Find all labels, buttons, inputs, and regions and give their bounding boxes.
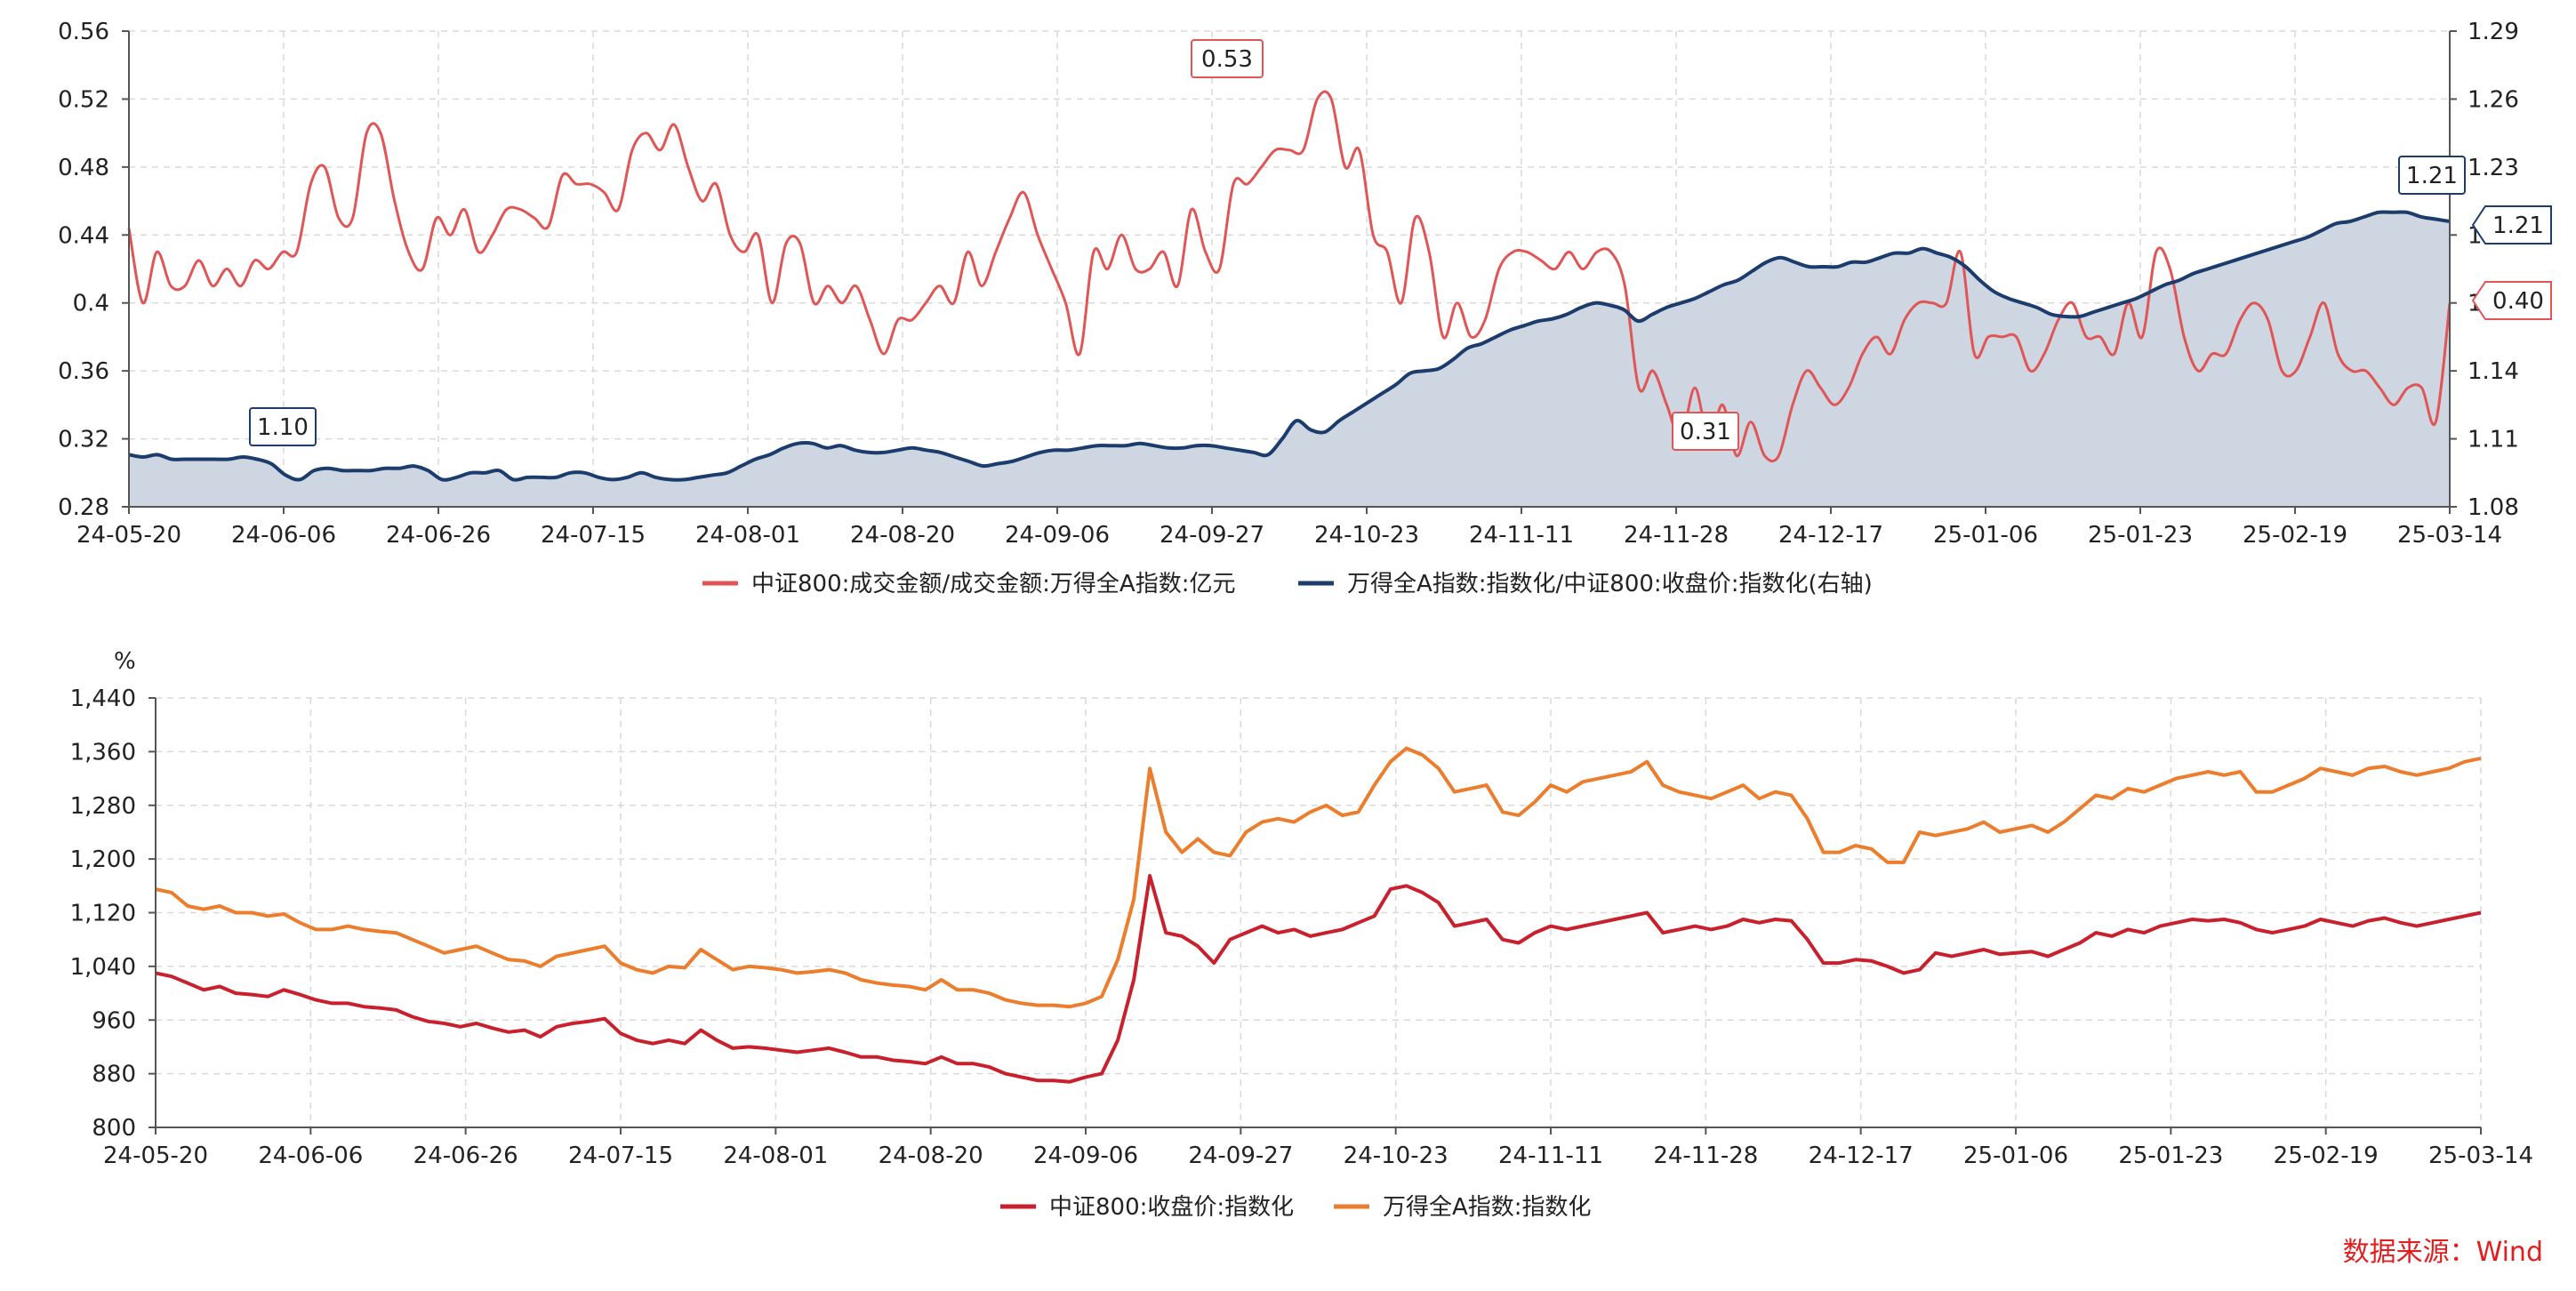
y-right-tick-label: 1.29 (2468, 19, 2519, 45)
legend-label: 万得全A指数:指数化/中证800:收盘价:指数化(右轴) (1347, 571, 1873, 597)
legend-label: 中证800:收盘价:指数化 (1049, 1194, 1294, 1221)
y-tick-label: 800 (92, 1115, 136, 1142)
legend-label: 中证800:成交金额/成交金额:万得全A指数:亿元 (751, 571, 1235, 597)
x-tick-label: 24-11-28 (1653, 1143, 1758, 1169)
x-tick-label: 24-10-23 (1314, 522, 1419, 549)
y-left-tick-label: 0.28 (58, 494, 109, 521)
y-left-tick-label: 0.52 (58, 86, 109, 113)
x-tick-label: 25-03-14 (2428, 1143, 2533, 1169)
x-tick-label: 25-01-23 (2088, 522, 2193, 549)
y-tick-label: 1,120 (70, 901, 136, 927)
y-tick-label: 1,280 (70, 793, 136, 820)
callout-box (1672, 412, 1739, 451)
bottom-chart: % 1,440 1,360 1,280 1,200 1,120 1,040 960 880 800… (70, 648, 2533, 1221)
y-left-tick-label: 0.44 (58, 222, 109, 249)
x-tick-label: 24-11-11 (1498, 1143, 1603, 1169)
x-tick-label: 25-03-14 (2397, 522, 2502, 549)
callout-box (2398, 156, 2466, 195)
series-line-0 (155, 874, 2482, 1084)
y-tick-label: 1,360 (70, 739, 136, 766)
callout-label: 1.21 (2406, 163, 2458, 189)
callout-label: 0.53 (1201, 46, 1253, 73)
y-tick-label: 960 (92, 1007, 136, 1034)
callout-label: 0.40 (2492, 288, 2544, 315)
y-left-tick-label: 0.48 (58, 155, 109, 181)
x-tick-label: 24-05-20 (103, 1143, 208, 1169)
x-tick-label: 25-02-19 (2274, 1143, 2379, 1169)
y-right-tick-label: 1.11 (2468, 427, 2519, 453)
y-tick-label: 1,440 (70, 686, 136, 712)
y-left-tick-label: 0.36 (58, 358, 109, 385)
y-tick-label: 880 (92, 1062, 136, 1088)
y-right-tick-label: 1.14 (2468, 358, 2519, 385)
y-unit-label: % (114, 648, 136, 675)
y-tick-label: 1,040 (70, 954, 136, 981)
x-tick-label: 24-06-26 (386, 522, 491, 549)
x-tick-label: 24-12-17 (1778, 522, 1883, 549)
series-right-area (129, 212, 2450, 507)
x-tick-label: 24-06-26 (413, 1143, 518, 1169)
x-tick-label: 24-09-27 (1160, 522, 1264, 549)
y-left-tick-label: 0.4 (73, 291, 109, 317)
x-tick-label: 24-08-20 (850, 522, 955, 549)
x-tick-label: 25-01-06 (1963, 1143, 2068, 1169)
x-tick-label: 24-07-15 (541, 522, 646, 549)
legend-label: 万得全A指数:指数化 (1383, 1194, 1592, 1221)
x-tick-label: 24-09-06 (1005, 522, 1110, 549)
x-tick-label: 24-08-20 (879, 1143, 983, 1169)
callout-box (2471, 205, 2552, 245)
x-tick-label: 24-07-15 (568, 1143, 673, 1169)
y-left-tick-label: 0.56 (58, 19, 109, 45)
y-tick-label: 1,200 (70, 846, 136, 873)
series-right-line (128, 210, 2451, 482)
y-right-tick-label: 1.23 (2468, 155, 2519, 181)
top-chart: 0.56 0.52 0.48 0.44 0.4 0.36 0.32 0.28 1.29 1.26 1… (58, 19, 2552, 597)
x-tick-label: 24-12-17 (1809, 1143, 1914, 1169)
x-tick-label: 25-01-23 (2118, 1143, 2223, 1169)
callout-box (1191, 39, 1264, 78)
x-tick-label: 24-06-06 (231, 522, 336, 549)
x-tick-label: 25-01-06 (1933, 522, 2038, 549)
x-tick-label: 24-10-23 (1344, 1143, 1448, 1169)
callout-box (2471, 281, 2552, 320)
series-left-line (127, 90, 2452, 463)
source-note: 数据来源：Wind (2343, 1237, 2543, 1268)
y-right-tick-label: 1.08 (2468, 494, 2519, 521)
x-tick-label: 24-06-06 (258, 1143, 363, 1169)
callout-label: 1.21 (2492, 212, 2544, 239)
x-tick-label: 24-09-27 (1188, 1143, 1293, 1169)
x-tick-label: 24-08-01 (695, 522, 800, 549)
series-line-1 (155, 746, 2482, 1009)
x-tick-label: 24-11-11 (1469, 522, 1574, 549)
x-tick-label: 24-08-01 (723, 1143, 828, 1169)
x-tick-label: 25-02-19 (2243, 522, 2347, 549)
x-tick-label: 24-11-28 (1624, 522, 1729, 549)
callout-label: 0.31 (1680, 419, 1731, 445)
x-tick-label: 24-05-20 (76, 522, 181, 549)
y-right-tick-label: 1.26 (2468, 86, 2519, 113)
callout-box (249, 407, 317, 446)
y-left-tick-label: 0.32 (58, 427, 109, 453)
callout-label: 1.10 (257, 414, 309, 441)
x-tick-label: 24-09-06 (1033, 1143, 1138, 1169)
